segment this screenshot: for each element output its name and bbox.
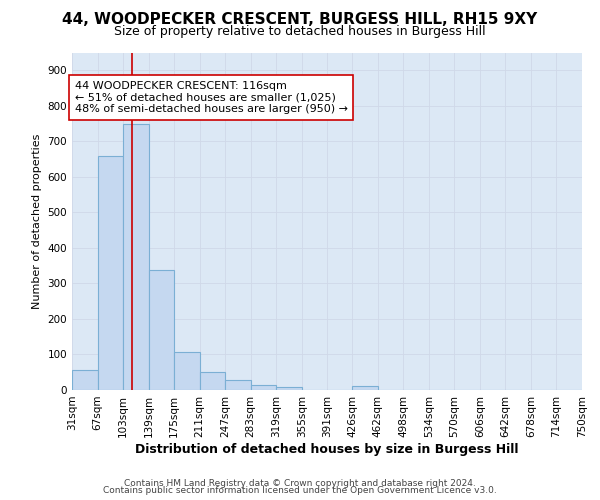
Text: 44 WOODPECKER CRESCENT: 116sqm
← 51% of detached houses are smaller (1,025)
48% : 44 WOODPECKER CRESCENT: 116sqm ← 51% of …: [75, 81, 348, 114]
Text: Contains HM Land Registry data © Crown copyright and database right 2024.: Contains HM Land Registry data © Crown c…: [124, 478, 476, 488]
Bar: [72, 370, 98, 390]
Bar: [123, 124, 149, 390]
Bar: [225, 380, 251, 390]
Bar: [200, 372, 225, 390]
X-axis label: Distribution of detached houses by size in Burgess Hill: Distribution of detached houses by size …: [135, 442, 519, 456]
Bar: [352, 386, 378, 390]
Bar: [251, 385, 276, 390]
Bar: [98, 156, 123, 390]
Y-axis label: Number of detached properties: Number of detached properties: [32, 134, 42, 309]
Text: 44, WOODPECKER CRESCENT, BURGESS HILL, RH15 9XY: 44, WOODPECKER CRESCENT, BURGESS HILL, R…: [62, 12, 538, 28]
Bar: [174, 352, 200, 390]
Text: Size of property relative to detached houses in Burgess Hill: Size of property relative to detached ho…: [114, 25, 486, 38]
Bar: [276, 387, 302, 390]
Bar: [149, 270, 174, 390]
Text: Contains public sector information licensed under the Open Government Licence v3: Contains public sector information licen…: [103, 486, 497, 495]
